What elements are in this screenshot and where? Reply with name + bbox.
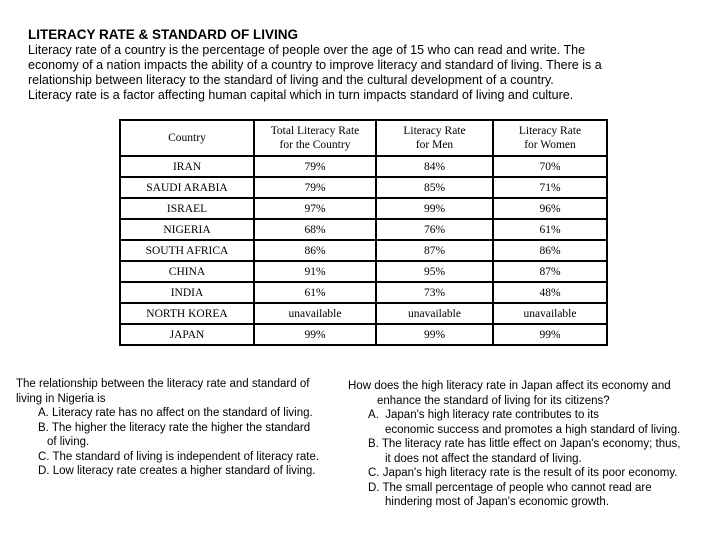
table-header-row: Country Total Literacy Rate for the Coun… (119, 119, 608, 157)
men-rate-cell: 84% (375, 155, 494, 178)
question-text-line: enhance the standard of living for its c… (377, 394, 610, 407)
intro-line: economy of a nation impacts the ability … (28, 58, 602, 72)
question-text-line: How does the high literacy rate in Japan… (348, 380, 671, 392)
women-rate-cell: 70% (492, 155, 608, 178)
table-row: CHINA 91% 95% 87% (119, 260, 608, 283)
answer-option-b-cont: it does not affect the standard of livin… (385, 452, 582, 465)
total-rate-cell: 99% (253, 323, 377, 346)
country-cell: ISRAEL (119, 197, 255, 220)
table-row: ISRAEL 97% 99% 96% (119, 197, 608, 220)
table-row: NIGERIA 68% 76% 61% (119, 218, 608, 241)
total-rate-cell: 91% (253, 260, 377, 283)
country-cell: SAUDI ARABIA (119, 176, 255, 199)
answer-option-d: D. Low literacy rate creates a higher st… (38, 465, 316, 477)
question-japan: How does the high literacy rate in Japan… (348, 379, 680, 510)
men-rate-cell: 99% (375, 323, 494, 346)
col-header-country: Country (119, 119, 255, 157)
table-row: JAPAN 99% 99% 99% (119, 323, 608, 346)
men-rate-cell: 95% (375, 260, 494, 283)
total-rate-cell: unavailable (253, 302, 377, 325)
men-rate-cell: 85% (375, 176, 494, 199)
country-cell: SOUTH AFRICA (119, 239, 255, 262)
men-rate-cell: 76% (375, 218, 494, 241)
women-rate-cell: 48% (492, 281, 608, 304)
total-rate-cell: 97% (253, 197, 377, 220)
table-row: IRAN 79% 84% 70% (119, 155, 608, 178)
answer-option-b-cont: of living. (47, 436, 90, 448)
intro-paragraph: Literacy rate of a country is the percen… (28, 43, 602, 103)
men-rate-cell: 99% (375, 197, 494, 220)
answer-option-d: D. The small percentage of people who ca… (368, 481, 652, 494)
answer-option-a: A. Literacy rate has no affect on the st… (38, 407, 313, 419)
country-cell: JAPAN (119, 323, 255, 346)
women-rate-cell: 87% (492, 260, 608, 283)
answer-option-b: B. The higher the literacy rate the high… (38, 421, 311, 434)
total-rate-cell: 79% (253, 176, 377, 199)
women-rate-cell: 61% (492, 218, 608, 241)
total-rate-cell: 61% (253, 281, 377, 304)
col-header-men-rate: Literacy Rate for Men (375, 119, 494, 157)
intro-line: Literacy rate of a country is the percen… (28, 43, 586, 57)
answer-option-d-cont: hindering most of Japan's economic growt… (385, 496, 610, 508)
literacy-rate-table: Country Total Literacy Rate for the Coun… (119, 119, 608, 346)
country-cell: NIGERIA (119, 218, 255, 241)
question-text-line: The relationship between the literacy ra… (16, 378, 310, 390)
answer-option-b: B. The literacy rate has little effect o… (368, 438, 681, 450)
intro-line: relationship between literacy to the sta… (28, 73, 554, 87)
question-nigeria: The relationship between the literacy ra… (16, 377, 319, 479)
table-row: NORTH KOREA unavailable unavailable unav… (119, 302, 608, 325)
answer-option-c: C. The standard of living is independent… (38, 450, 320, 463)
col-header-total-rate: Total Literacy Rate for the Country (253, 119, 377, 157)
men-rate-cell: unavailable (375, 302, 494, 325)
total-rate-cell: 68% (253, 218, 377, 241)
men-rate-cell: 73% (375, 281, 494, 304)
country-cell: NORTH KOREA (119, 302, 255, 325)
intro-line: Literacy rate is a factor affecting huma… (28, 88, 574, 102)
answer-option-c: C. Japan's high literacy rate is the res… (368, 467, 678, 479)
page-title: LITERACY RATE & STANDARD OF LIVING (28, 27, 298, 42)
answer-option-a: A. Japan's high literacy rate contribute… (368, 409, 600, 421)
country-cell: IRAN (119, 155, 255, 178)
women-rate-cell: unavailable (492, 302, 608, 325)
col-header-women-rate: Literacy Rate for Women (492, 119, 608, 157)
women-rate-cell: 71% (492, 176, 608, 199)
women-rate-cell: 96% (492, 197, 608, 220)
table-row: INDIA 61% 73% 48% (119, 281, 608, 304)
table-row: SOUTH AFRICA 86% 87% 86% (119, 239, 608, 262)
women-rate-cell: 86% (492, 239, 608, 262)
women-rate-cell: 99% (492, 323, 608, 346)
answer-option-a-cont: economic success and promotes a high sta… (385, 423, 681, 436)
table-row: SAUDI ARABIA 79% 85% 71% (119, 176, 608, 199)
country-cell: CHINA (119, 260, 255, 283)
country-cell: INDIA (119, 281, 255, 304)
question-text-line: living in Nigeria is (16, 392, 106, 405)
total-rate-cell: 79% (253, 155, 377, 178)
total-rate-cell: 86% (253, 239, 377, 262)
men-rate-cell: 87% (375, 239, 494, 262)
